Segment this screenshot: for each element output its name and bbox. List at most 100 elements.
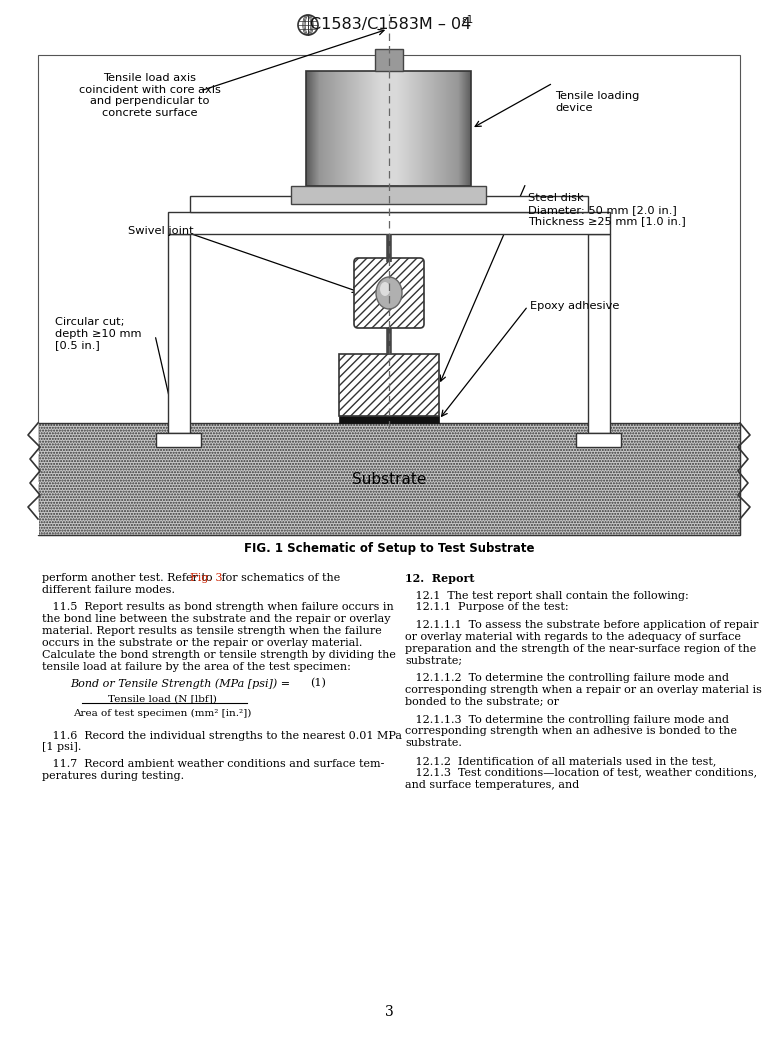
Text: preparation and the strength of the near-surface region of the: preparation and the strength of the near… [405, 643, 756, 654]
Bar [379, 71, 380, 186]
Text: Tensile load (N [lbf]): Tensile load (N [lbf]) [107, 694, 216, 704]
Bar [401, 71, 402, 186]
Bar [395, 71, 397, 186]
Bar [433, 71, 434, 186]
Bar [462, 71, 464, 186]
Text: corresponding strength when an adhesive is bonded to the: corresponding strength when an adhesive … [405, 727, 737, 736]
Bar [464, 71, 465, 186]
Bar [419, 71, 420, 186]
Bar [441, 71, 443, 186]
Bar [334, 71, 335, 186]
Bar [469, 71, 471, 186]
Bar [309, 71, 310, 186]
Bar [353, 71, 355, 186]
Bar [358, 71, 359, 186]
Bar [458, 71, 460, 186]
Bar [388, 71, 390, 186]
Text: 12.1.1.3  To determine the controlling failure mode and: 12.1.1.3 To determine the controlling fa… [405, 714, 729, 725]
Bar [404, 71, 405, 186]
Bar [325, 71, 327, 186]
Text: tensile load at failure by the area of the test specimen:: tensile load at failure by the area of t… [42, 661, 351, 671]
Text: bonded to the substrate; or: bonded to the substrate; or [405, 696, 559, 707]
Bar [444, 71, 446, 186]
Bar [409, 71, 411, 186]
Text: [1 psi].: [1 psi]. [42, 742, 82, 753]
Text: 12.1.2  Identification of all materials used in the test,: 12.1.2 Identification of all materials u… [405, 756, 717, 766]
Bar [450, 71, 451, 186]
Bar [430, 71, 432, 186]
Bar [292, 186, 486, 204]
Bar [399, 71, 401, 186]
Bar [437, 71, 439, 186]
Text: 11.5  Report results as bond strength when failure occurs in: 11.5 Report results as bond strength whe… [42, 603, 394, 612]
Bar [392, 71, 394, 186]
Text: Bond or Tensile Strength (MPa [psi]) =: Bond or Tensile Strength (MPa [psi]) = [70, 678, 290, 688]
Text: corresponding strength when a repair or an overlay material is: corresponding strength when a repair or … [405, 685, 762, 695]
Bar [307, 71, 309, 186]
Bar [439, 71, 440, 186]
Text: peratures during testing.: peratures during testing. [42, 770, 184, 781]
Bar [460, 71, 461, 186]
Bar [467, 71, 468, 186]
Bar [416, 71, 418, 186]
Bar [415, 71, 416, 186]
Text: 11.7  Record ambient weather conditions and surface tem-: 11.7 Record ambient weather conditions a… [42, 759, 384, 769]
Bar [384, 71, 386, 186]
Bar [377, 71, 379, 186]
Bar [320, 71, 321, 186]
Bar [328, 71, 330, 186]
Bar [356, 71, 358, 186]
Bar [386, 71, 387, 186]
Bar [360, 71, 362, 186]
Bar [413, 71, 415, 186]
Bar [397, 71, 398, 186]
Bar [436, 71, 437, 186]
Bar [432, 71, 433, 186]
Bar [323, 71, 324, 186]
Bar [374, 71, 376, 186]
Bar [427, 71, 429, 186]
Bar [321, 71, 323, 186]
Bar [351, 71, 352, 186]
Bar [332, 71, 334, 186]
Text: 3: 3 [384, 1005, 394, 1019]
Bar [375, 49, 403, 71]
Bar [440, 71, 441, 186]
Bar [412, 71, 413, 186]
Bar [588, 234, 610, 433]
Text: for schematics of the: for schematics of the [218, 573, 340, 583]
Text: 12.1  The test report shall contain the following:: 12.1 The test report shall contain the f… [405, 590, 689, 601]
Bar [429, 71, 430, 186]
Bar [345, 71, 346, 186]
Text: and surface temperatures, and: and surface temperatures, and [405, 780, 580, 789]
Text: 12.1.1  Purpose of the test:: 12.1.1 Purpose of the test: [405, 603, 569, 612]
Bar [314, 71, 316, 186]
Bar [451, 71, 453, 186]
Bar [418, 71, 419, 186]
Bar [344, 71, 345, 186]
Bar [402, 71, 404, 186]
Bar [426, 71, 427, 186]
Bar [352, 71, 353, 186]
Text: the bond line between the substrate and the repair or overlay: the bond line between the substrate and … [42, 614, 391, 625]
Bar [316, 71, 317, 186]
Bar [341, 71, 342, 186]
Bar [339, 354, 439, 416]
Bar [422, 71, 423, 186]
Text: (1): (1) [310, 678, 326, 688]
Bar [318, 71, 320, 186]
Text: Area of test specimen (mm² [in.²]): Area of test specimen (mm² [in.²]) [73, 709, 251, 718]
Bar [327, 71, 328, 186]
Bar [453, 71, 454, 186]
Bar [331, 71, 332, 186]
Text: FIG. 1 Schematic of Setup to Test Substrate: FIG. 1 Schematic of Setup to Test Substr… [244, 542, 534, 555]
Bar [359, 71, 360, 186]
Bar [425, 71, 426, 186]
Text: material. Report results as tensile strength when the failure: material. Report results as tensile stre… [42, 626, 382, 636]
Bar [405, 71, 406, 186]
Bar [423, 71, 425, 186]
Text: 12.1.3  Test conditions—location of test, weather conditions,: 12.1.3 Test conditions—location of test,… [405, 767, 757, 778]
Text: Tensile loading
device: Tensile loading device [555, 91, 640, 112]
Bar [367, 71, 369, 186]
Text: ε1: ε1 [461, 15, 473, 25]
